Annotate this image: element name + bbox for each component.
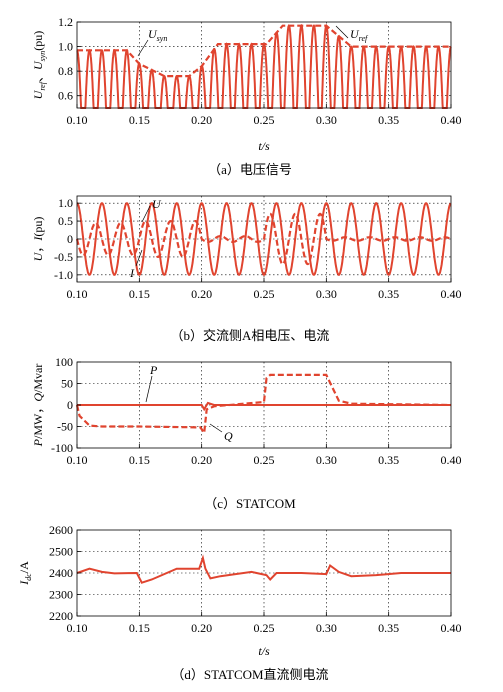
caption-b: （b）交流侧A相电压、电流 [171, 328, 330, 343]
x-tick-label: 0.15 [129, 287, 150, 301]
x-tick-label: 0.40 [441, 113, 462, 127]
curves-c [75, 373, 452, 436]
y-tick-label: 0 [67, 398, 73, 412]
annotation-u: U [152, 197, 162, 211]
curves-b [75, 202, 452, 276]
y-tick-label: 0.8 [58, 64, 73, 78]
y-ticks-b: -1.0 -0.5 0 0.5 1.0 [54, 196, 81, 282]
leader-u [141, 205, 151, 223]
y-tick-label: 0.5 [58, 214, 73, 228]
y-ticks-a: 0.6 0.8 1.0 1.2 [58, 15, 81, 103]
x-ticks-b: 0.10 0.15 0.20 0.25 0.30 0.35 0.40 [67, 278, 462, 301]
curves-a [76, 23, 452, 109]
x-tick-label: 0.40 [441, 621, 462, 635]
panel-d: 2200 2300 2400 2500 2600 0.10 0.15 0.20 0.25 0.3… [17, 523, 462, 682]
x-tick-label: 0.35 [378, 621, 399, 635]
x-tick-label: 0.30 [316, 113, 337, 127]
y-tick-label: 2300 [49, 588, 73, 602]
x-axis-label-d: t/s [258, 644, 270, 658]
y-tick-label: 2600 [49, 523, 73, 537]
panel-a: 0.6 0.8 1.0 1.2 0.10 0.15 0.20 0.25 0.30 0.35 0.4… [31, 15, 462, 177]
series-q [75, 373, 452, 436]
x-tick-label: 0.25 [254, 453, 275, 467]
series-i [75, 212, 451, 266]
y-tick-label: 50 [61, 377, 73, 391]
annotation-usyn: Usyn [148, 27, 167, 43]
x-tick-label: 0.15 [129, 621, 150, 635]
y-tick-label: 2200 [49, 609, 73, 623]
leader-q [209, 423, 223, 433]
x-tick-label: 0.35 [378, 113, 399, 127]
x-tick-label: 0.30 [316, 621, 337, 635]
y-axis-label-a: Uref、Usyn(pu) [31, 31, 47, 100]
y-ticks-c: -100 -50 0 50 100 [51, 355, 81, 455]
x-tick-label: 0.30 [316, 453, 337, 467]
annotation-uref: Uref [350, 27, 369, 43]
y-tick-label: -1.0 [54, 268, 73, 282]
annotation-q: Q [224, 429, 233, 443]
y-ticks-d: 2200 2300 2400 2500 2600 [49, 523, 81, 623]
leader-i [135, 249, 143, 267]
series-u [76, 202, 452, 276]
x-tick-label: 0.20 [191, 113, 212, 127]
x-tick-label: 0.30 [316, 287, 337, 301]
caption-a: （a）电压信号 [208, 162, 292, 177]
x-tick-label: 0.15 [129, 453, 150, 467]
y-axis-label-b: U，I(pu) [31, 217, 45, 262]
y-tick-label: 2500 [49, 545, 73, 559]
x-ticks-d: 0.10 0.15 0.20 0.25 0.30 0.35 0.40 [67, 612, 462, 635]
leader-p [145, 375, 153, 403]
x-tick-label: 0.40 [441, 287, 462, 301]
x-tick-label: 0.10 [67, 287, 88, 301]
leader-usyn [137, 39, 149, 57]
y-axis-label-c: P/MW，Q/Mvar [31, 364, 45, 448]
annotation-p: P [149, 363, 158, 377]
y-tick-label: 0 [67, 232, 73, 246]
y-tick-label: -50 [57, 420, 73, 434]
y-axis-label-d: Idc/A [17, 561, 33, 586]
series-uref [77, 24, 451, 78]
caption-c: （c）STATCOM [204, 496, 296, 511]
annotation-i: I [129, 266, 135, 280]
x-tick-label: 0.25 [254, 621, 275, 635]
x-tick-label: 0.15 [129, 113, 150, 127]
y-tick-label: 1.0 [58, 196, 73, 210]
x-tick-label: 0.20 [191, 621, 212, 635]
leader-uref [335, 25, 349, 39]
x-axis-label-a: t/s [258, 139, 270, 153]
x-tick-label: 0.35 [378, 453, 399, 467]
y-tick-label: 0.6 [58, 89, 73, 103]
y-tick-label: 100 [55, 355, 73, 369]
x-ticks-c: 0.10 0.15 0.20 0.25 0.30 0.35 0.40 [67, 444, 462, 467]
x-tick-label: 0.35 [378, 287, 399, 301]
caption-d: （d）STATCOM直流侧电流 [171, 667, 328, 682]
curves-d [76, 554, 451, 584]
x-tick-label: 0.10 [67, 621, 88, 635]
y-tick-label: -100 [51, 441, 73, 455]
y-tick-label: 2400 [49, 566, 73, 580]
grid-a [77, 22, 451, 108]
x-tick-label: 0.25 [254, 113, 275, 127]
x-tick-label: 0.10 [67, 453, 88, 467]
series-p [77, 401, 451, 412]
x-tick-label: 0.20 [191, 287, 212, 301]
y-tick-label: 1.2 [58, 15, 73, 29]
y-tick-label: 1.0 [58, 40, 73, 54]
panel-b: -1.0 -0.5 0 0.5 1.0 0.10 0.15 0.20 0.25 0.30 0.35… [31, 195, 462, 343]
x-tick-label: 0.20 [191, 453, 212, 467]
x-tick-label: 0.40 [441, 453, 462, 467]
x-ticks-a: 0.10 0.15 0.20 0.25 0.30 0.35 0.40 [67, 104, 462, 127]
x-tick-label: 0.10 [67, 113, 88, 127]
series-idc [76, 554, 451, 584]
x-tick-label: 0.25 [254, 287, 275, 301]
y-tick-label: -0.5 [54, 250, 73, 264]
